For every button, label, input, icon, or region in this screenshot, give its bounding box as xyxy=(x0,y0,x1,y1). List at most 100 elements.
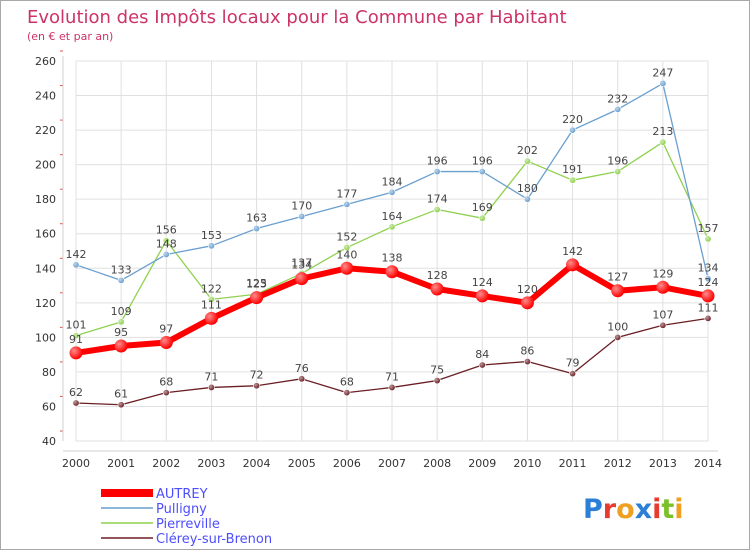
data-label: 184 xyxy=(382,175,403,188)
data-label: 124 xyxy=(472,276,493,289)
data-label: 101 xyxy=(66,319,87,332)
y-tick-label: 220 xyxy=(35,124,56,137)
data-label: 84 xyxy=(475,348,489,361)
data-label: 61 xyxy=(114,388,128,401)
data-point-highlight xyxy=(524,358,531,365)
y-tick-label: 80 xyxy=(42,366,56,379)
data-point-highlight xyxy=(704,315,712,322)
data-point-highlight xyxy=(701,289,715,303)
data-point-highlight xyxy=(343,389,351,396)
data-label: 180 xyxy=(517,182,538,195)
x-tick-label: 2005 xyxy=(288,457,316,470)
data-label: 95 xyxy=(114,326,128,339)
proxiti-logo-text: Proxiti xyxy=(583,494,684,525)
data-label: 62 xyxy=(69,386,83,399)
data-point-highlight xyxy=(569,370,576,377)
data-point-highlight xyxy=(208,384,215,391)
data-point-highlight xyxy=(524,195,531,203)
x-tick-label: 2014 xyxy=(694,457,722,470)
data-point-highlight xyxy=(253,225,260,232)
data-label: 142 xyxy=(66,248,87,261)
data-label: 68 xyxy=(340,376,354,389)
data-label: 177 xyxy=(336,187,357,200)
x-tick-label: 2003 xyxy=(197,457,225,470)
data-label: 129 xyxy=(652,267,673,280)
data-point-highlight xyxy=(433,168,441,175)
data-label: 79 xyxy=(566,357,580,370)
x-tick-label: 2010 xyxy=(513,457,541,470)
y-tick-label: 100 xyxy=(35,331,56,344)
legend-entry: AUTREY xyxy=(156,487,208,502)
series-pulligny xyxy=(72,79,712,284)
data-point-highlight xyxy=(388,189,396,196)
data-point-highlight xyxy=(114,339,128,353)
data-point-highlight xyxy=(250,291,264,305)
data-label: 152 xyxy=(336,231,357,244)
data-point-highlight xyxy=(433,206,441,213)
x-tick-label: 2012 xyxy=(604,457,632,470)
data-label: 124 xyxy=(698,276,719,289)
data-point-highlight xyxy=(659,80,667,87)
data-point-highlight xyxy=(298,375,305,383)
data-point-highlight xyxy=(388,223,396,231)
y-tick-label: 180 xyxy=(35,193,56,206)
data-label: 140 xyxy=(336,248,357,261)
y-tick-label: 240 xyxy=(35,90,56,103)
data-label: 156 xyxy=(156,224,177,237)
data-point-highlight xyxy=(569,126,576,134)
data-label: 196 xyxy=(427,155,448,168)
x-tick-label: 2002 xyxy=(152,457,180,470)
legend: AUTREYPullignyPierrevilleClérey-sur-Bren… xyxy=(101,487,272,547)
data-label: 125 xyxy=(246,277,267,290)
y-tick-label: 260 xyxy=(35,55,56,68)
data-point-highlight xyxy=(385,265,399,279)
data-point-highlight xyxy=(163,237,170,244)
data-point-highlight xyxy=(253,382,260,389)
data-point-highlight xyxy=(569,176,576,184)
data-label: 111 xyxy=(698,301,719,314)
series-autrey xyxy=(69,258,715,360)
data-point-highlight xyxy=(704,235,712,243)
data-point-highlight xyxy=(298,213,305,220)
data-label: 91 xyxy=(69,333,83,346)
data-label: 123 xyxy=(246,278,267,291)
data-label: 196 xyxy=(607,155,628,168)
y-tick-label: 160 xyxy=(35,228,56,241)
data-label: 75 xyxy=(430,364,444,377)
data-label: 163 xyxy=(246,212,267,225)
data-labels: 62 61 68 71 72 76 68 71 75 84 86 79 100 107 111 101 109 1… xyxy=(66,66,719,400)
data-label: 120 xyxy=(517,283,538,296)
data-point-highlight xyxy=(208,242,215,250)
data-label: 169 xyxy=(472,201,493,214)
x-tick-label: 2007 xyxy=(378,457,406,470)
data-label: 134 xyxy=(291,259,312,272)
data-label: 196 xyxy=(472,155,493,168)
data-point-highlight xyxy=(340,261,354,275)
data-point-highlight xyxy=(343,201,351,208)
data-point-highlight xyxy=(611,284,625,298)
data-point-highlight xyxy=(117,401,125,408)
chart-subtitle: (en € et par an) xyxy=(27,30,113,43)
legend-entry: Pulligny xyxy=(156,502,207,517)
data-point-highlight xyxy=(614,168,621,175)
data-point-highlight xyxy=(69,346,83,360)
legend-entry: Clérey-sur-Brenon xyxy=(156,532,272,547)
data-label: 148 xyxy=(156,237,177,250)
data-point-highlight xyxy=(659,322,667,329)
x-tick-label: 2009 xyxy=(468,457,496,470)
data-point-highlight xyxy=(72,261,80,269)
data-label: 247 xyxy=(652,66,673,79)
data-label: 174 xyxy=(427,193,448,206)
data-point-highlight xyxy=(163,251,170,258)
data-point-highlight xyxy=(520,296,534,310)
data-label: 107 xyxy=(652,308,673,321)
axes: 40 60 80 100 120 140 160 180 200 220 240 260 2000 200… xyxy=(35,50,722,470)
data-point-highlight xyxy=(117,318,125,326)
data-label: 138 xyxy=(382,252,403,265)
data-label: 100 xyxy=(607,320,628,333)
data-point-highlight xyxy=(163,389,170,396)
x-tick-label: 2013 xyxy=(649,457,677,470)
data-label: 122 xyxy=(201,282,222,295)
